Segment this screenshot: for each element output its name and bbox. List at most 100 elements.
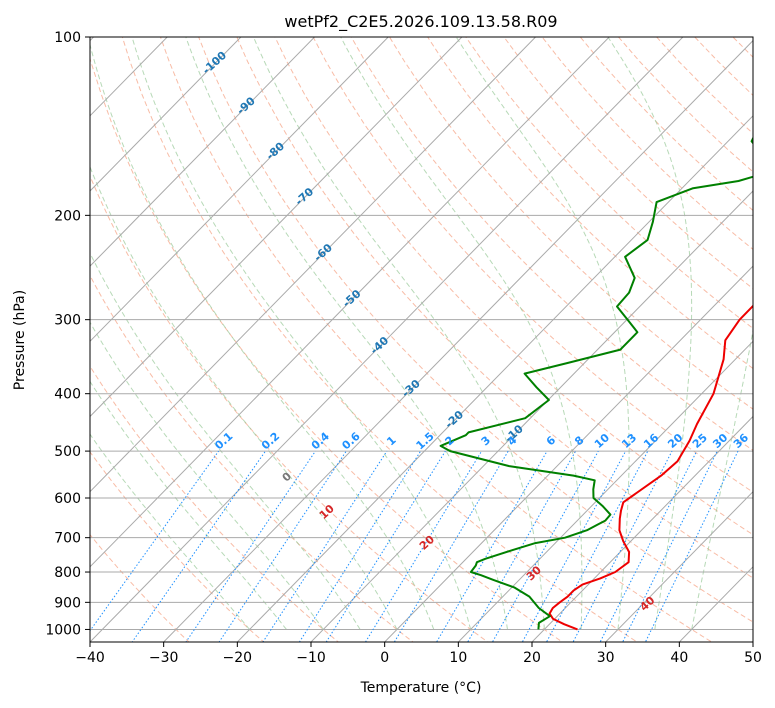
- mixing-ratio-line: [185, 450, 316, 642]
- mixing-ratio-line: [599, 450, 698, 642]
- dry-adiabat: [90, 451, 265, 642]
- moist-adiabat: [90, 433, 250, 630]
- x-tick-label: −30: [149, 650, 179, 666]
- dry-adiabat: [655, 37, 753, 135]
- mixing-ratio-line: [622, 450, 718, 642]
- mixing-ratio-line: [364, 450, 483, 642]
- dry-adiabat: [121, 37, 638, 642]
- y-tick-label: 500: [54, 444, 81, 460]
- moist-adiabat: [90, 321, 324, 630]
- mixing-ratio-line: [393, 450, 509, 642]
- x-tick-label: 30: [597, 650, 615, 666]
- profile-series-line: [548, 304, 753, 631]
- mixing-ratio-line: [131, 450, 266, 642]
- dry-adiabat: [579, 37, 753, 212]
- dry-adiabat: [90, 274, 414, 642]
- mixing-ratio-label: 2: [443, 434, 457, 449]
- profile-lines: [439, 136, 753, 631]
- dry-adiabat: [694, 37, 753, 96]
- dry-adiabat-label: 10: [317, 502, 337, 522]
- isotherm-line: [90, 37, 684, 642]
- moist-adiabat: [90, 165, 398, 630]
- isotherm-line: [90, 37, 610, 568]
- mixing-ratio-label: 13: [619, 431, 639, 451]
- mixing-ratio-line: [325, 450, 446, 642]
- dry-adiabat: [427, 37, 753, 370]
- mixing-ratio-line: [521, 450, 627, 642]
- dry-adiabat: [465, 37, 753, 329]
- mixing-ratio-label: 8: [572, 434, 586, 449]
- x-tick-label: 0: [380, 650, 389, 666]
- moist-adiabat: [455, 37, 630, 630]
- chart-title: wetPf2_C2E5.2026.109.13.58.R09: [284, 12, 557, 32]
- plot-frame: [89, 36, 754, 643]
- mixing-ratio-label: 6: [544, 433, 559, 448]
- y-tick-label: 900: [54, 595, 81, 611]
- mixing-ratio-line: [298, 450, 422, 642]
- y-axis-label: Pressure (hPa): [12, 290, 28, 390]
- dry-adiabat: [90, 56, 564, 642]
- isotherm-line: [90, 37, 463, 418]
- isotherm-line: [531, 415, 753, 642]
- dry-adiabat: [274, 37, 753, 536]
- background-lines: [90, 24, 775, 654]
- mixing-ratio-line: [644, 450, 739, 642]
- moist-adiabat: [90, 42, 435, 630]
- isotherm-line: [90, 37, 242, 192]
- dry-adiabat: [236, 37, 753, 579]
- y-tick-label: 600: [54, 491, 81, 507]
- mixing-ratio-label: 0.6: [339, 429, 362, 452]
- mixing-ratio-line: [90, 450, 220, 632]
- isotherm-line: [310, 190, 753, 642]
- x-axis-label: Temperature (°C): [360, 680, 482, 696]
- dry-adiabat: [198, 37, 753, 623]
- y-tick-label: 400: [54, 387, 81, 403]
- isotherm-line: [457, 340, 753, 642]
- y-tick-label: 1000: [45, 622, 81, 638]
- isotherm-line: [90, 37, 316, 267]
- dry-adiabat: [732, 37, 753, 58]
- moist-adiabat: [90, 251, 361, 630]
- dry-adiabat-label: 20: [417, 533, 437, 553]
- moist-adiabat: [185, 37, 508, 630]
- dry-adiabat: [757, 24, 775, 654]
- x-tick-label: 50: [744, 650, 762, 666]
- dry-adiabat: [90, 365, 340, 642]
- mixing-ratio-label: 20: [665, 431, 685, 451]
- y-tick-label: 300: [54, 313, 81, 329]
- profile-series-line: [439, 136, 753, 630]
- x-tick-label: −40: [75, 650, 105, 666]
- mixing-ratio-label: 36: [731, 431, 751, 451]
- mixing-ratio-label: 10: [592, 431, 612, 451]
- x-tick-label: 40: [670, 650, 688, 666]
- dry-adiabat: [388, 37, 753, 410]
- moist-adiabat: [131, 37, 472, 630]
- isotherm-line: [604, 490, 753, 642]
- mixing-ratio-label: 16: [641, 431, 661, 451]
- isotherm-line: [236, 115, 753, 642]
- isotherm-line: [752, 641, 753, 642]
- moist-adiabat-label: 0: [280, 469, 295, 484]
- isotherm-line: [162, 39, 753, 642]
- dry-adiabat: [159, 37, 713, 642]
- isotherm-line: [383, 265, 753, 642]
- mixing-ratio-line: [436, 450, 548, 642]
- isotherm-line: [90, 37, 389, 343]
- y-tick-label: 200: [54, 208, 81, 224]
- dry-adiabat: [90, 533, 190, 642]
- mixing-ratio-label: 1.5: [414, 430, 437, 453]
- x-tick-label: 10: [449, 650, 467, 666]
- axis-ticks: −40 −30 −20 −10 0 10 20 30 40 5010009008007006005…: [45, 30, 762, 666]
- moist-adiabat: [90, 380, 287, 630]
- x-tick-label: −10: [296, 650, 326, 666]
- moist-adiabat: [691, 328, 753, 630]
- y-tick-label: 700: [54, 531, 81, 547]
- mixing-ratio-label: 0.1: [212, 430, 235, 453]
- y-tick-label: 100: [54, 30, 81, 46]
- mixing-ratio-line: [572, 450, 673, 642]
- y-tick-label: 800: [54, 565, 81, 581]
- mixing-ratio-line: [218, 450, 347, 642]
- moist-adiabat: [253, 37, 545, 630]
- dry-adiabat: [350, 37, 753, 451]
